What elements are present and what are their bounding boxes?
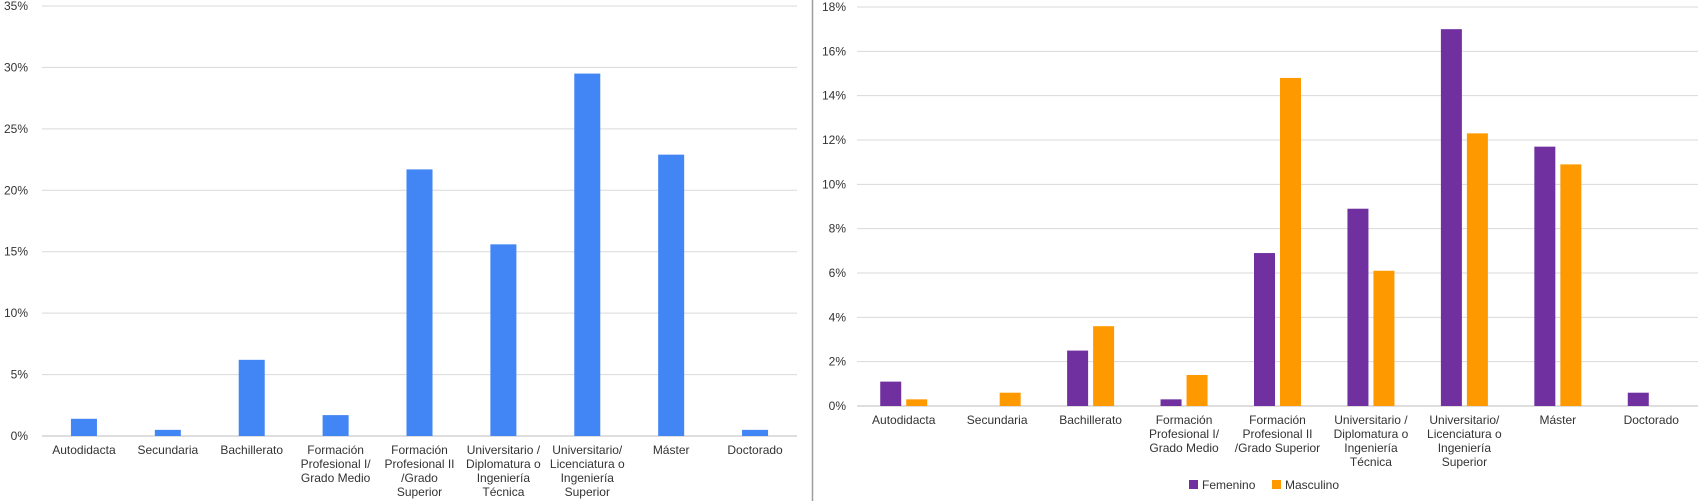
x-tick-label: /Grado [401,471,438,485]
bar [406,169,433,436]
y-tick-label: 16% [822,44,846,58]
x-tick-label: Universitario/ [1429,413,1500,427]
bar [1627,392,1649,406]
x-tick-label: Profesional II [384,457,454,471]
bar [1534,146,1556,406]
y-tick-label: 14% [822,89,846,103]
x-tick-label: Ingeniería [1438,441,1492,455]
bar [238,359,265,436]
y-tick-label: 20% [4,183,28,197]
chart-education-by-gender: 0% 2% 4% 6% 8% 10% 12% 14% 16% 18% Autodidacta Secu… [822,0,1698,492]
x-tick-label: Formación [307,443,364,457]
x-tick-label: Superior [1442,455,1487,469]
bar [574,73,601,437]
x-tick-label: Técnica [482,485,524,499]
y-tick-label: 18% [822,0,846,14]
bar [742,429,769,436]
bar [1186,374,1208,406]
x-tick-label: Técnica [1350,455,1392,469]
x-tick-label: Ingeniería [1344,441,1398,455]
x-tick-label: Formación [391,443,448,457]
bar [1466,133,1488,406]
x-tick-label: Universitario/ [552,443,623,457]
x-tick-label: Diplomatura o [1334,427,1409,441]
bar [880,381,902,406]
x-tick-label: Autodidacta [52,443,116,457]
x-tick-label: Bachillerato [220,443,283,457]
bar [490,244,517,436]
x-tick-label: Grado Medio [301,471,371,485]
x-tick-label: Superior [397,485,442,499]
x-tick-label: Doctorado [1624,413,1680,427]
y-tick-label: 5% [11,368,29,382]
x-tick-label: Máster [653,443,690,457]
bar [906,399,928,406]
bar [999,392,1021,406]
legend-label: Femenino [1202,478,1256,492]
y-tick-label: 25% [4,122,28,136]
bar [1093,326,1115,406]
x-tick-label: Universitario / [467,443,541,457]
y-tick-label: 15% [4,245,28,259]
x-tick-label: Autodidacta [872,413,936,427]
bar [70,418,97,436]
legend-label: Masculino [1285,478,1339,492]
legend-swatch [1189,480,1198,489]
x-tick-label: /Grado Superior [1235,441,1320,455]
bar [658,154,685,436]
x-tick-label: Formación [1156,413,1213,427]
x-tick-label: Licenciatura o [1427,427,1502,441]
x-tick-label: Ingeniería [561,471,615,485]
x-tick-label: Profesional I/ [301,457,372,471]
x-tick-label: Máster [1539,413,1576,427]
bar [1254,253,1275,406]
x-tick-label: Licenciatura o [550,457,625,471]
legend-swatch [1272,480,1281,489]
bar [1373,270,1395,406]
x-tick-label: Bachillerato [1059,413,1122,427]
y-tick-label: 8% [829,222,847,236]
y-tick-label: 0% [11,429,29,443]
y-tick-label: 10% [4,306,28,320]
bar [1160,399,1182,406]
y-tick-label: 6% [829,266,847,280]
chart-education-total: 0% 5% 10% 15% 20% 25% 30% 35% Autodidacta Secunda… [4,0,797,499]
x-tick-label: Secundaria [967,413,1028,427]
bar [322,415,349,436]
y-tick-label: 35% [4,0,28,13]
y-tick-label: 2% [829,355,847,369]
y-tick-label: 10% [822,177,846,191]
bar [1067,350,1089,406]
x-tick-label: Ingeniería [477,471,531,485]
x-tick-label: Diplomatura o [466,457,541,471]
y-tick-label: 4% [829,310,847,324]
y-tick-label: 30% [4,60,28,74]
x-tick-label: Secundaria [137,443,198,457]
bar [1347,208,1369,406]
bar [1280,77,1301,406]
x-tick-label: Superior [565,485,610,499]
x-tick-label: Profesional I/ [1149,427,1220,441]
x-tick-label: Formación [1249,413,1306,427]
bar [154,429,181,436]
y-tick-label: 12% [822,133,846,147]
x-tick-label: Grado Medio [1149,441,1219,455]
x-tick-label: Profesional II [1242,427,1312,441]
y-tick-label: 0% [829,399,847,413]
x-tick-label: Doctorado [727,443,783,457]
bar [1560,164,1582,406]
x-tick-label: Universitario / [1334,413,1408,427]
bar [1440,29,1462,407]
